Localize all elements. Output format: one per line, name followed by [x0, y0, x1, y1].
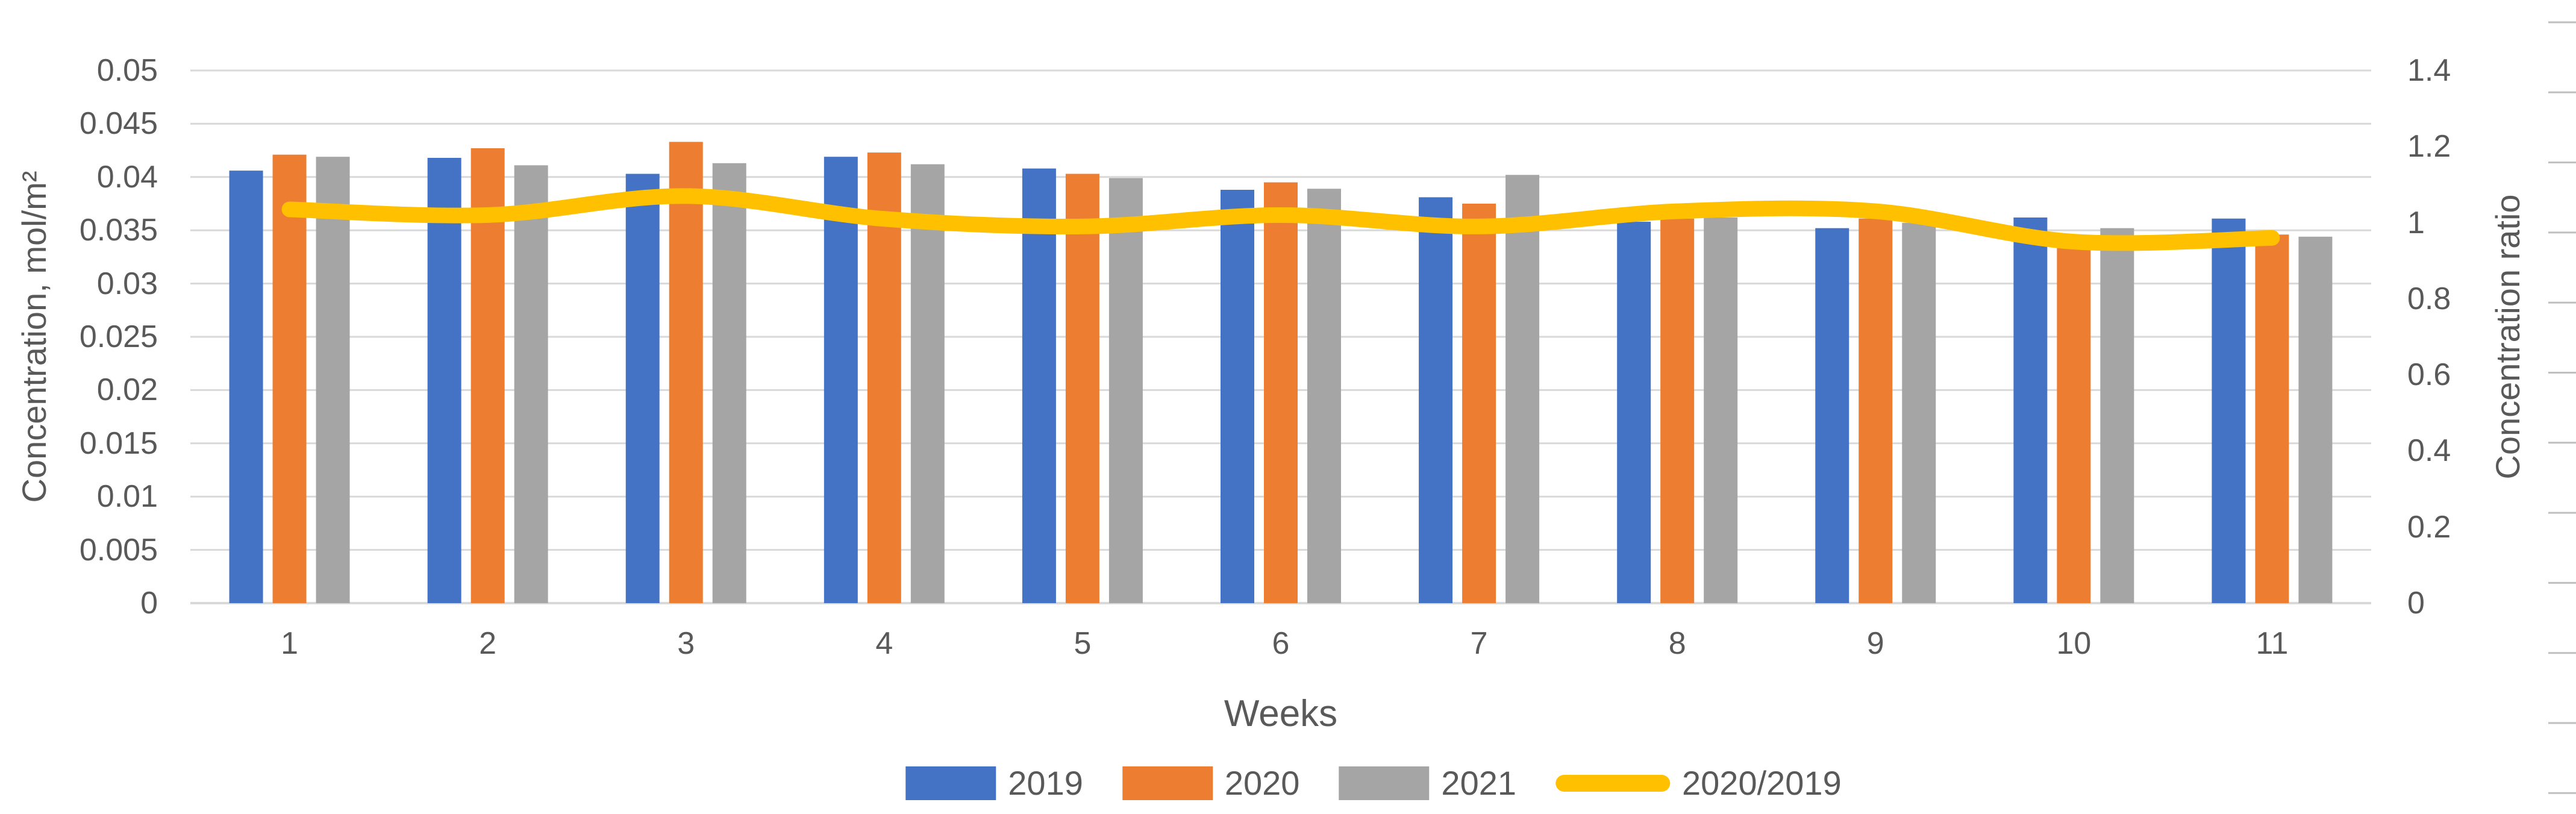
bar-2020-week-5 — [1065, 174, 1099, 604]
left-axis-tick-label: 0.035 — [79, 213, 158, 248]
left-axis-tick-label: 0.03 — [96, 266, 158, 301]
bar-2020-week-7 — [1462, 204, 1496, 603]
bar-2021-week-11 — [2298, 236, 2333, 604]
bar-2021-week-2 — [514, 165, 548, 603]
bar-2020-week-2 — [470, 148, 505, 604]
x-axis-tick-label: 3 — [677, 626, 695, 661]
bar-2020-week-11 — [2255, 234, 2289, 604]
x-axis-tick-label: 6 — [1272, 626, 1290, 661]
right-axis-tick-label: 0 — [2407, 586, 2425, 621]
legend-label: 2021 — [1441, 764, 1517, 802]
bar-2020-week-6 — [1264, 182, 1298, 603]
x-axis-tick-label: 2 — [479, 626, 497, 661]
bar-2020-week-9 — [1859, 218, 1893, 603]
x-axis-tick-label: 1 — [281, 626, 298, 661]
left-axis-title: Concentration, mol/m² — [15, 171, 53, 503]
bar-2019-week-7 — [1419, 197, 1453, 604]
left-axis-tick-label: 0.025 — [79, 319, 158, 354]
legend-line-swatch-2020/2019 — [1555, 775, 1671, 792]
bar-2020-week-8 — [1660, 218, 1695, 603]
bar-2019-week-1 — [229, 171, 263, 603]
right-axis-title: Concentration ratio — [2489, 194, 2527, 480]
bar-2019-week-4 — [824, 157, 858, 603]
left-axis-tick-label: 0.01 — [96, 479, 158, 515]
bar-2021-week-5 — [1108, 178, 1143, 603]
x-axis-tick-label: 11 — [2256, 626, 2289, 661]
legend-item-2020: 2020 — [1122, 764, 1300, 802]
right-axis-tick-label: 0.2 — [2407, 509, 2451, 545]
bar-2020-week-3 — [669, 142, 703, 603]
legend-label: 2020 — [1224, 764, 1300, 802]
bar-2019-week-8 — [1617, 222, 1651, 603]
x-axis-tick-label: 7 — [1470, 626, 1488, 661]
legend-swatch-2020 — [1122, 766, 1213, 800]
left-axis-tick-label: 0.02 — [96, 372, 158, 408]
legend-item-2019: 2019 — [905, 766, 1083, 800]
bar-2021-week-3 — [712, 163, 746, 603]
left-axis-tick-label: 0.015 — [79, 425, 158, 461]
x-axis-title: Weeks — [1224, 693, 1338, 734]
bar-2021-week-1 — [316, 157, 350, 603]
bar-2020-week-1 — [272, 154, 307, 603]
legend-swatch-2019 — [905, 766, 996, 800]
x-axis-tick-label: 5 — [1074, 626, 1092, 661]
right-axis-tick-label: 1.4 — [2407, 53, 2451, 88]
bar-2019-week-9 — [1815, 228, 1849, 603]
bar-2019-week-5 — [1022, 168, 1056, 603]
legend-swatch-2021 — [1339, 766, 1430, 800]
left-axis-tick-label: 0.005 — [79, 532, 158, 568]
legend-label: 2020/2019 — [1682, 764, 1842, 802]
x-axis-tick-label: 10 — [2056, 626, 2092, 661]
legend-label: 2019 — [1008, 764, 1083, 802]
bar-2019-week-10 — [2013, 217, 2048, 603]
bar-2021-week-9 — [1902, 222, 1936, 604]
bar-2019-week-11 — [2212, 218, 2246, 603]
bar-2019-week-2 — [427, 157, 461, 603]
x-axis-tick-label: 9 — [1866, 626, 1884, 661]
bar-2021-week-10 — [2100, 228, 2134, 603]
right-axis-tick-label: 0.4 — [2407, 433, 2451, 469]
legend-item-2020/2019: 2020/2019 — [1555, 766, 1842, 800]
left-axis-tick-label: 0.045 — [79, 106, 158, 142]
ratio-line-2020/2019 — [281, 188, 2280, 251]
bar-2021-week-6 — [1307, 189, 1341, 603]
bar-2020-week-4 — [867, 152, 901, 604]
bar-2021-week-7 — [1505, 175, 1540, 603]
right-axis-tick-label: 1.2 — [2407, 129, 2451, 164]
bar-2019-week-3 — [625, 174, 660, 604]
bar-2019-week-6 — [1221, 190, 1254, 603]
legend-item-2021: 2021 — [1339, 766, 1516, 800]
right-axis-tick-label: 0.8 — [2407, 281, 2451, 316]
x-axis-tick-label: 8 — [1668, 626, 1686, 661]
left-axis-tick-label: 0 — [140, 586, 158, 621]
left-axis-tick-label: 0.04 — [96, 159, 158, 195]
bar-2020-week-10 — [2057, 246, 2091, 604]
bar-2021-week-4 — [910, 164, 945, 604]
x-axis-tick-label: 4 — [875, 626, 893, 661]
right-axis-tick-label: 0.6 — [2407, 357, 2451, 393]
bar-2021-week-8 — [1704, 217, 1738, 603]
right-axis-tick-label: 1 — [2407, 205, 2425, 240]
left-axis-tick-label: 0.05 — [96, 53, 158, 88]
chart-legend: 2019 2020 2021 2020/2019 — [905, 764, 1842, 802]
